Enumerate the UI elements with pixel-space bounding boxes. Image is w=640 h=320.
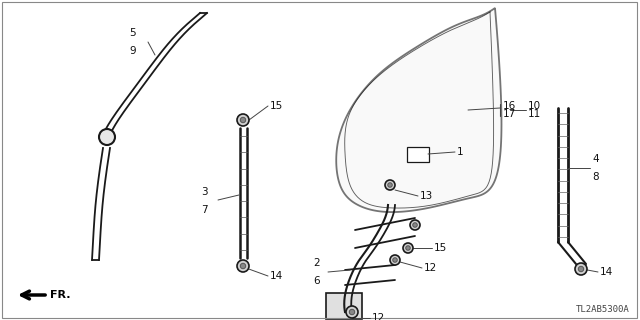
Text: 5: 5 (130, 28, 136, 38)
Text: 7: 7 (202, 205, 208, 215)
Text: 15: 15 (270, 101, 284, 111)
Polygon shape (336, 8, 502, 212)
Circle shape (579, 266, 584, 272)
Text: 15: 15 (434, 243, 447, 253)
Text: 12: 12 (424, 263, 437, 273)
Circle shape (385, 180, 395, 190)
Text: 13: 13 (420, 191, 433, 201)
Circle shape (403, 243, 413, 253)
Circle shape (390, 255, 400, 265)
Text: 11: 11 (528, 109, 541, 119)
Circle shape (99, 129, 115, 145)
Text: FR.: FR. (50, 290, 70, 300)
Text: 17: 17 (503, 109, 516, 119)
Text: 9: 9 (130, 46, 136, 56)
Text: 4: 4 (592, 154, 598, 164)
Text: 2: 2 (314, 258, 320, 268)
Circle shape (237, 260, 249, 272)
Circle shape (410, 220, 420, 230)
Text: 1: 1 (457, 147, 463, 157)
Circle shape (413, 223, 417, 227)
Circle shape (388, 183, 392, 187)
Circle shape (575, 263, 587, 275)
Text: TL2AB5300A: TL2AB5300A (576, 305, 630, 314)
Text: 3: 3 (202, 187, 208, 197)
Circle shape (406, 246, 410, 250)
Circle shape (346, 306, 358, 318)
Circle shape (237, 114, 249, 126)
Text: 8: 8 (592, 172, 598, 182)
Text: 16: 16 (503, 101, 516, 111)
Circle shape (240, 263, 246, 269)
FancyBboxPatch shape (326, 293, 362, 319)
Text: 12: 12 (372, 313, 385, 320)
Text: 6: 6 (314, 276, 320, 286)
Circle shape (349, 309, 355, 315)
Circle shape (240, 117, 246, 123)
Text: 14: 14 (270, 271, 284, 281)
Text: 10: 10 (528, 101, 541, 111)
FancyBboxPatch shape (407, 147, 429, 162)
Circle shape (393, 258, 397, 262)
Text: 14: 14 (600, 267, 613, 277)
